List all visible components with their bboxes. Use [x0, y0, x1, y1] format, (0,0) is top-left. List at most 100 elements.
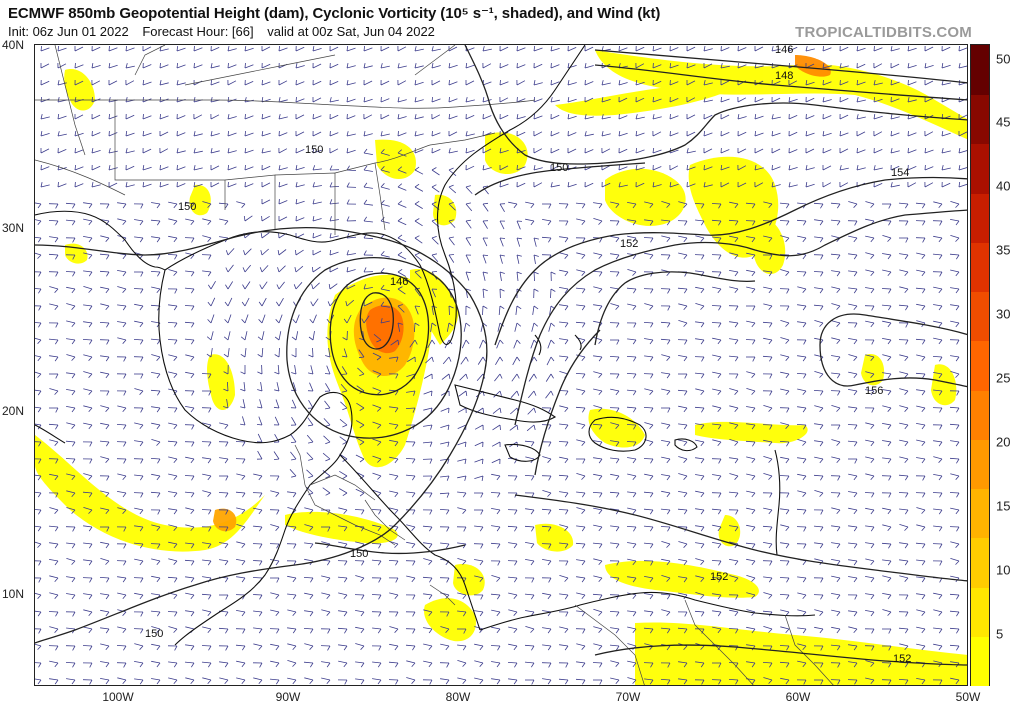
- wind-barb: [516, 237, 521, 247]
- wind-barb-flag: [820, 203, 824, 209]
- wind-barb: [627, 507, 637, 511]
- wind-barb-flag: [904, 254, 909, 260]
- wind-barb-flag: [258, 475, 263, 481]
- wind-barb-flag: [445, 645, 450, 651]
- wind-barb: [593, 202, 603, 205]
- wind-barb-flag: [308, 475, 314, 479]
- wind-barb-flag: [870, 577, 875, 583]
- wind-barb-flag: [649, 424, 654, 429]
- wind-barb-flag: [632, 679, 637, 684]
- wind-barb-flag: [700, 424, 705, 430]
- wind-barb: [397, 288, 406, 295]
- wind-barb-flag: [499, 373, 503, 379]
- wind-barb: [431, 237, 439, 245]
- wind-barb: [151, 286, 161, 290]
- wind-barb-flag: [71, 288, 76, 294]
- wind-barb: [397, 152, 407, 157]
- wind-barb: [312, 250, 322, 256]
- wind-barb: [151, 678, 161, 681]
- wind-barb-flag: [139, 645, 144, 650]
- wind-barb-flag: [649, 475, 654, 481]
- wind-barb: [459, 373, 467, 381]
- wind-barb-flag: [174, 407, 178, 413]
- wind-barb: [661, 558, 671, 562]
- wind-barb-flag: [223, 388, 229, 392]
- wind-barb: [712, 593, 722, 596]
- wind-barb: [512, 356, 518, 366]
- wind-barb: [372, 627, 382, 630]
- wind-barb-flag: [140, 577, 144, 583]
- wind-barb-flag: [193, 62, 195, 69]
- wind-barb-flag: [666, 458, 671, 464]
- wind-barb-flag: [955, 509, 960, 515]
- wind-barb-flag: [224, 577, 229, 583]
- height-contours: [35, 45, 967, 666]
- wind-barb: [159, 82, 169, 86]
- wind-barb: [627, 576, 637, 579]
- wind-barb: [575, 202, 586, 205]
- wind-barb: [202, 473, 212, 477]
- wind-barb: [814, 287, 824, 290]
- wind-barb-flag: [191, 390, 195, 396]
- wind-barb-flag: [462, 645, 467, 651]
- wind-barb-flag: [380, 250, 385, 256]
- wind-barb-flag: [108, 148, 111, 154]
- wind-barb: [227, 80, 237, 86]
- wind-barb: [465, 165, 475, 171]
- wind-barb: [388, 560, 399, 562]
- wind-barb-flag: [240, 423, 246, 426]
- wind-barb-flag: [193, 148, 196, 154]
- wind-barb-flag: [819, 458, 824, 464]
- wind-barb: [644, 576, 654, 579]
- wind-barb: [363, 152, 373, 155]
- wind-barb: [695, 525, 705, 528]
- wind-barb: [618, 184, 628, 188]
- wind-barb-flag: [431, 46, 434, 52]
- wind-barb-flag: [359, 492, 365, 497]
- wind-barb: [907, 116, 917, 120]
- wind-barb-flag: [414, 235, 420, 239]
- wind-barb-flag: [530, 543, 535, 549]
- wind-barb-flag: [513, 611, 518, 616]
- wind-barb: [476, 373, 484, 382]
- wind-barb: [627, 202, 637, 205]
- wind-barb: [678, 201, 688, 205]
- wind-barb: [227, 297, 233, 307]
- wind-barb: [252, 577, 263, 579]
- wind-barb-flag: [616, 611, 620, 617]
- wind-barb-flag: [751, 492, 756, 498]
- wind-barb: [771, 132, 781, 137]
- wind-barb: [865, 507, 875, 511]
- wind-barb: [440, 678, 450, 681]
- wind-barb: [252, 525, 263, 528]
- wind-barb: [932, 356, 943, 358]
- wind-barb-flag: [870, 543, 875, 549]
- wind-barb-flag: [225, 526, 229, 532]
- wind-barb: [219, 677, 229, 681]
- wind-barb: [516, 98, 526, 103]
- wind-barb-flag: [363, 63, 366, 69]
- wind-barb-flag: [446, 475, 450, 481]
- wind-barb-flag: [700, 492, 705, 498]
- wind-barb: [259, 399, 263, 409]
- wind-barb-flag: [327, 645, 331, 651]
- wind-barb-flag: [632, 220, 637, 226]
- wind-barb: [865, 610, 875, 613]
- wind-barb: [542, 490, 552, 494]
- wind-barb: [244, 47, 254, 52]
- wind-barb-flag: [683, 577, 688, 583]
- wind-barb-flag: [176, 148, 179, 154]
- wind-barb-flag: [190, 543, 195, 549]
- wind-barb-flag: [598, 526, 603, 532]
- wind-barb: [210, 331, 214, 341]
- wind-barb: [848, 576, 858, 579]
- wind-barb-flag: [499, 305, 505, 310]
- wind-barb: [516, 64, 526, 69]
- wind-barb-flag: [887, 611, 892, 616]
- wind-barb: [493, 390, 501, 398]
- wind-barb-flag: [122, 492, 127, 498]
- wind-barb: [873, 115, 883, 120]
- wind-barb-flag: [157, 509, 161, 515]
- wind-barb: [219, 457, 229, 460]
- wind-barb-flag: [89, 339, 93, 345]
